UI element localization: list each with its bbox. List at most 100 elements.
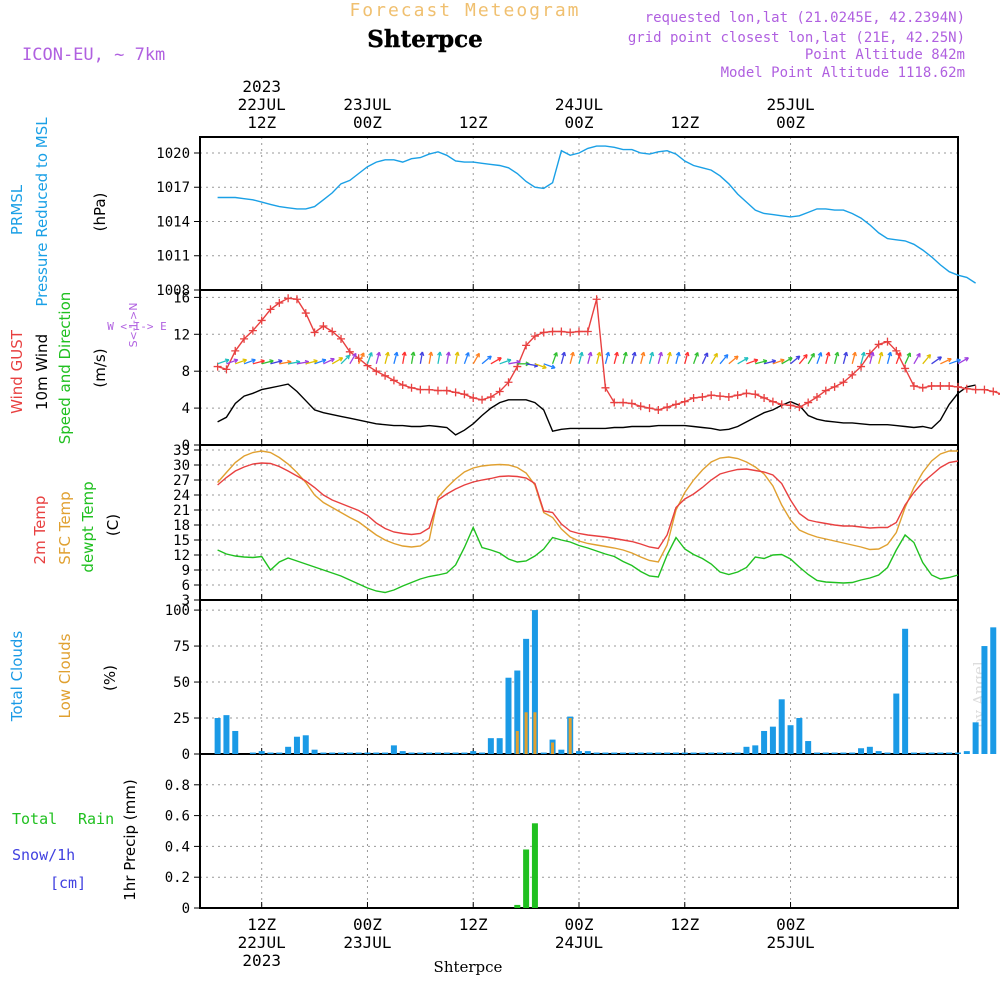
- wind-arrow-head: [561, 351, 567, 357]
- wind-arrow-head: [860, 351, 866, 357]
- wind-gust-line-marker: [222, 365, 231, 374]
- low-clouds-label: Low Clouds: [56, 633, 74, 718]
- wind-arrow: [358, 352, 365, 365]
- gust-label: Wind GUST: [8, 329, 26, 414]
- y-tick-label: 0: [182, 438, 190, 454]
- bottom-hour-label: 12Z: [247, 915, 276, 934]
- wind-arrow-head: [649, 351, 655, 357]
- wind-gust-line-marker: [372, 367, 381, 376]
- wind-arrow-head: [869, 351, 875, 357]
- wind-arrow-head: [368, 352, 373, 357]
- dewpt-line: [217, 525, 959, 594]
- total-cloud-bar: [531, 610, 538, 754]
- y-tick-label: 1014: [156, 214, 190, 230]
- total-cloud-bar: [382, 752, 389, 754]
- total-cloud-bar: [672, 752, 679, 754]
- total-cloud-bar: [443, 752, 450, 754]
- total-cloud-bar: [346, 752, 353, 754]
- y-tick-label: 0: [182, 901, 190, 917]
- top-hour-label: 12Z: [247, 113, 276, 132]
- wind-gust-line-marker: [777, 400, 786, 409]
- wind-gust-line-marker: [724, 393, 733, 402]
- compass-horizontal: W <-I-> E: [107, 320, 167, 333]
- total-cloud-bar: [611, 752, 618, 754]
- wind-arrow-head: [419, 351, 425, 356]
- y-tick-label: 1011: [156, 249, 190, 265]
- y-tick-label: 33: [173, 443, 190, 459]
- wind-arrow: [737, 357, 749, 365]
- pressure-line: [217, 145, 976, 284]
- wind-arrow-head: [916, 352, 921, 358]
- wind-arrow-head: [233, 358, 239, 364]
- total-cloud-bar: [822, 752, 829, 754]
- total-cloud-bar: [937, 752, 944, 754]
- y-tick-label: 21: [173, 503, 190, 519]
- total-cloud-bar: [276, 752, 283, 754]
- chart-title: Forecast Meteogram: [349, 0, 580, 21]
- total-cloud-bar: [734, 752, 741, 754]
- top-hour-label: 00Z: [353, 113, 382, 132]
- wind-gust-line-marker: [971, 385, 980, 394]
- total-cloud-bar: [946, 752, 953, 754]
- location-title: Shterpce: [367, 26, 482, 53]
- total-cloud-bar: [761, 730, 768, 754]
- wind-arrow: [349, 353, 357, 365]
- low-cloud-bar: [568, 718, 572, 754]
- wind-arrow: [648, 352, 654, 364]
- wind-arrow: [384, 352, 389, 364]
- total-cloud-bar: [479, 752, 486, 754]
- total-cloud-bar: [426, 752, 433, 754]
- wind-gust-line-marker: [619, 398, 628, 407]
- total-cloud-bar: [893, 693, 900, 754]
- bottom-date-label: 22JUL: [238, 933, 286, 952]
- wind-arrow: [596, 352, 601, 364]
- total-cloud-bar: [329, 752, 336, 754]
- wind-gust-line-marker: [292, 295, 301, 304]
- bottom-date-label: 23JUL: [343, 933, 391, 952]
- wind-arrow: [931, 356, 942, 365]
- wind-arrow: [270, 360, 283, 365]
- compass-vertical: S<-I->N: [127, 303, 140, 348]
- wind-gust-line-marker: [495, 387, 504, 396]
- wind-gust-line-marker: [610, 398, 619, 407]
- total-cloud-bar: [311, 749, 318, 754]
- total-cloud-bar: [787, 725, 794, 754]
- total-cloud-bar: [461, 752, 468, 754]
- total-cloud-bar: [452, 752, 459, 754]
- wind-arrow-head: [834, 351, 840, 357]
- wind-arrow: [578, 352, 583, 364]
- wind-arrow: [825, 352, 830, 364]
- wind-arrow: [940, 358, 952, 365]
- wind-arrow: [701, 352, 709, 365]
- total-cloud-bar: [858, 748, 865, 754]
- wind-arrow: [419, 351, 424, 364]
- y-tick-label: 75: [173, 639, 190, 655]
- wind-gust-line-marker: [954, 382, 962, 391]
- wind-arrow: [869, 352, 874, 364]
- wind-arrow: [472, 353, 480, 365]
- wind-arrow: [226, 359, 238, 365]
- y-tick-label: 12: [173, 548, 190, 564]
- wind-arrow: [454, 351, 459, 364]
- wind-arrow: [366, 352, 373, 365]
- wind-gust-line-marker: [733, 391, 742, 400]
- wind-arrow-head: [587, 351, 593, 357]
- wind-arrow-head: [733, 355, 739, 361]
- wind-arrow: [622, 352, 627, 364]
- wind-arrow: [534, 363, 547, 369]
- wind-arrow: [296, 361, 309, 365]
- wind-arrow: [692, 352, 699, 365]
- wind-arrow-head: [352, 352, 357, 358]
- wind-arrow: [886, 352, 892, 364]
- y-tick-label: 24: [173, 488, 190, 504]
- wind-arrow: [508, 361, 521, 365]
- wind-gust-line-marker: [680, 397, 689, 406]
- wind-arrow-head: [437, 351, 442, 356]
- wind-arrow-head: [852, 351, 857, 357]
- model-label: ICON-EU, ~ 7km: [22, 45, 165, 65]
- wind-gust-line-marker: [257, 316, 266, 325]
- wind-arrow: [728, 355, 739, 365]
- wind-gust-line-marker: [575, 327, 583, 336]
- wind-arrow: [331, 357, 343, 365]
- wind-arrow: [587, 352, 592, 364]
